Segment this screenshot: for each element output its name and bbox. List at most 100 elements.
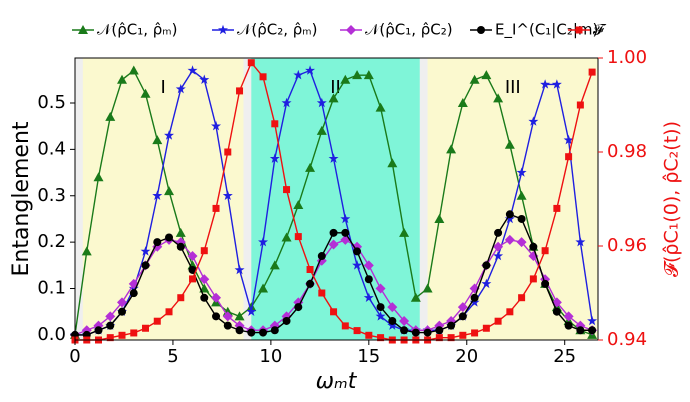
y-axis-label: Entanglement — [9, 121, 34, 276]
marker — [316, 125, 327, 135]
marker — [399, 315, 410, 326]
marker — [341, 322, 349, 330]
region — [427, 58, 598, 340]
marker — [552, 307, 561, 316]
marker — [493, 250, 504, 261]
legend-marker — [218, 24, 228, 35]
marker — [177, 294, 185, 302]
legend-label: 𝒩(ρ̂C₁, ρ̂ₘ) — [97, 21, 178, 39]
marker — [540, 79, 551, 89]
marker — [222, 190, 233, 201]
marker — [563, 311, 574, 322]
marker — [176, 242, 185, 251]
marker — [294, 233, 302, 241]
marker — [387, 302, 398, 313]
marker — [434, 213, 445, 223]
marker — [328, 93, 339, 103]
y2-tick-label: 0.98 — [607, 141, 647, 162]
marker — [258, 236, 269, 247]
marker — [588, 326, 597, 335]
marker — [247, 59, 255, 67]
legend-label: E_I^(C₁|C₂|m) — [495, 21, 598, 40]
marker — [187, 65, 198, 75]
marker — [506, 308, 514, 316]
marker — [516, 190, 527, 200]
marker — [175, 83, 186, 94]
marker — [294, 303, 303, 312]
marker — [352, 70, 363, 80]
marker — [118, 331, 126, 339]
marker — [340, 74, 351, 84]
marker — [281, 97, 292, 108]
marker — [482, 324, 490, 332]
marker — [164, 186, 175, 196]
y2-axis-label: 𝓕(ρ̂C₁(0), ρ̂C₂(t)) — [661, 121, 683, 277]
marker — [518, 294, 526, 302]
marker — [553, 204, 561, 212]
legend-label: 𝒩(ρ̂C₂, ρ̂ₘ) — [237, 21, 318, 39]
marker — [482, 261, 491, 270]
marker — [469, 297, 480, 307]
y-tick-label: 0.4 — [37, 138, 66, 159]
marker — [376, 303, 385, 312]
marker — [516, 167, 527, 177]
marker — [387, 158, 398, 168]
marker — [504, 139, 515, 149]
marker — [504, 234, 515, 245]
marker — [200, 293, 209, 302]
marker — [211, 292, 222, 303]
marker — [117, 74, 128, 84]
legend-marker — [78, 25, 88, 34]
marker — [152, 135, 163, 145]
marker — [353, 327, 361, 335]
marker — [317, 252, 326, 261]
x-tick-label: 25 — [553, 346, 576, 367]
marker — [564, 321, 573, 330]
region — [251, 58, 420, 340]
y2-tick-label: 0.96 — [607, 235, 647, 256]
marker — [224, 148, 232, 156]
x-tick-label: 0 — [69, 346, 80, 367]
marker — [353, 247, 362, 256]
marker — [236, 87, 244, 95]
marker — [259, 328, 268, 337]
y-tick-label: 0.5 — [37, 92, 66, 113]
region-label: II — [330, 77, 341, 98]
marker — [493, 93, 504, 103]
marker — [270, 326, 279, 335]
marker — [399, 227, 410, 237]
marker — [152, 190, 163, 201]
legend-marker — [575, 26, 583, 34]
y2-tick-label: 1.00 — [607, 47, 647, 68]
marker — [164, 130, 175, 140]
x-tick-label: 10 — [259, 346, 282, 367]
marker — [269, 260, 280, 270]
marker — [363, 292, 374, 303]
marker — [541, 247, 549, 255]
marker — [435, 334, 443, 342]
marker — [528, 116, 539, 126]
marker — [188, 265, 197, 274]
marker — [189, 275, 197, 283]
region-label: III — [505, 77, 521, 98]
marker — [387, 320, 398, 330]
marker — [212, 204, 220, 212]
marker — [175, 227, 186, 237]
marker — [81, 246, 92, 256]
marker — [141, 261, 150, 270]
marker — [211, 120, 222, 131]
marker — [200, 247, 208, 255]
marker — [128, 65, 139, 75]
marker — [551, 79, 562, 89]
marker — [411, 328, 420, 337]
marker — [328, 239, 339, 250]
marker — [364, 275, 373, 284]
marker — [199, 274, 210, 285]
marker — [447, 321, 456, 330]
marker — [258, 283, 269, 293]
marker — [235, 326, 244, 335]
marker — [140, 246, 151, 256]
marker — [363, 260, 374, 271]
marker — [575, 236, 586, 247]
